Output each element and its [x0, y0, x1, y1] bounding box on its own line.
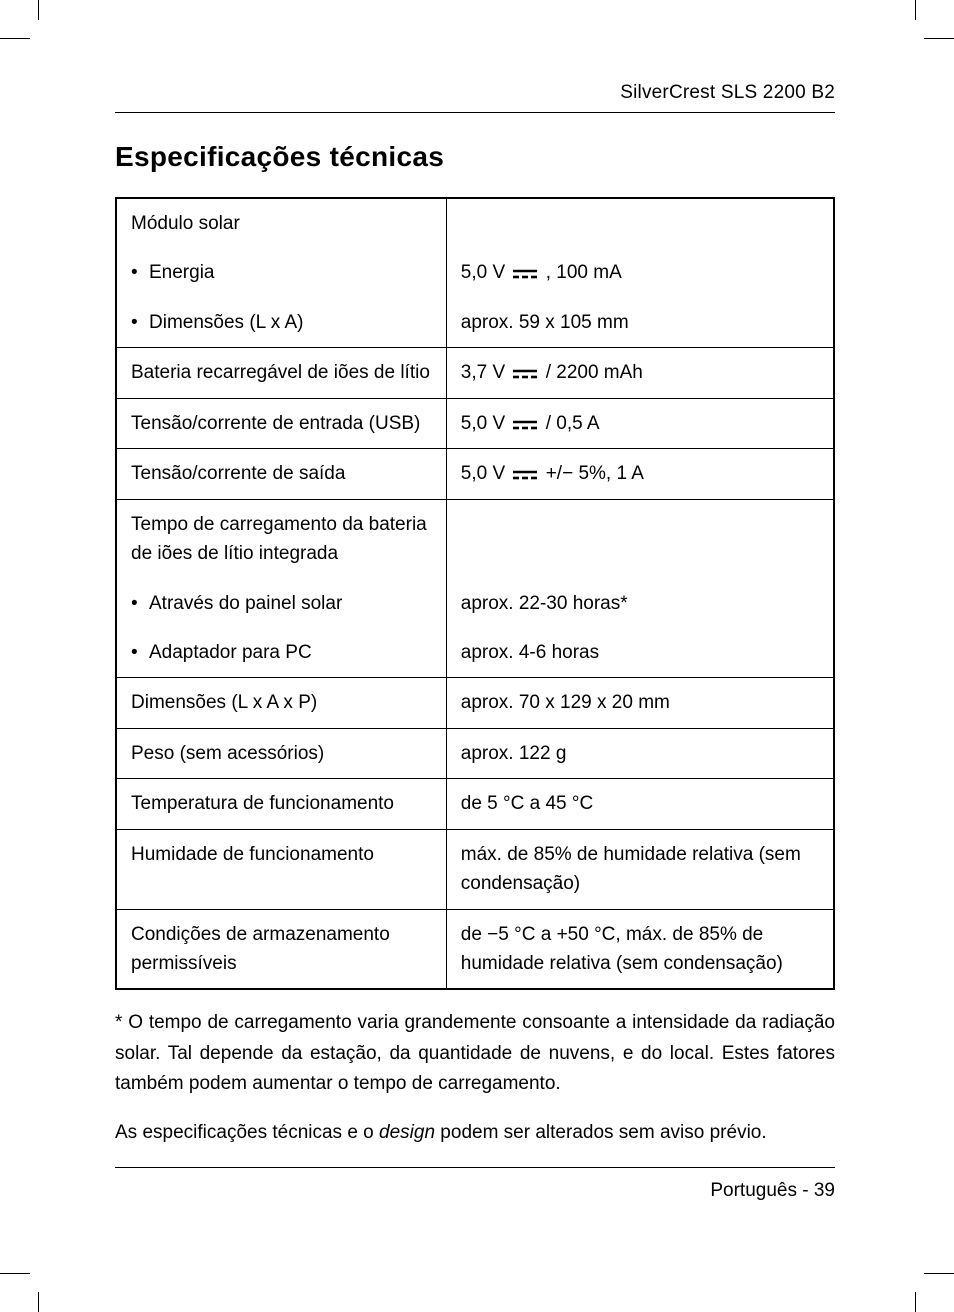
spec-label: Dimensões (L x A) — [131, 308, 432, 337]
spec-value-cell: máx. de 85% de humidade relativa (sem co… — [446, 829, 834, 909]
crop-mark — [915, 0, 916, 20]
footer-separator: - — [797, 1180, 814, 1201]
table-row: Dimensões (L x A x P)aprox. 70 x 129 x 2… — [116, 678, 834, 728]
spec-value-cell: 5,0 V / 0,5 A — [446, 398, 834, 448]
crop-mark — [0, 1273, 30, 1274]
spec-label-cell: Módulo solar — [116, 198, 446, 248]
spec-value-cell: aprox. 122 g — [446, 728, 834, 778]
table-row: Através do painel solar aprox. 22-30 hora… — [116, 579, 834, 628]
spec-label-cell: Bateria recarregável de iões de lítio — [116, 348, 446, 398]
dc-icon — [512, 268, 538, 280]
footer-page-number: 39 — [814, 1180, 835, 1201]
section-title: Especificações técnicas — [115, 141, 835, 173]
table-row: Adaptador para PC aprox. 4-6 horas — [116, 628, 834, 678]
crop-mark — [38, 1292, 39, 1312]
dc-icon — [512, 469, 538, 481]
crop-mark — [915, 1292, 916, 1312]
spec-value-cell: aprox. 70 x 129 x 20 mm — [446, 678, 834, 728]
table-row: Humidade de funcionamentomáx. de 85% de … — [116, 829, 834, 909]
spec-label-cell: Temperatura de funcionamento — [116, 779, 446, 829]
spec-value-cell — [446, 198, 834, 248]
table-row: Energia 5,0 V , 100 mA — [116, 248, 834, 297]
page-footer: Português - 39 — [115, 1167, 835, 1202]
body-text-italic: design — [379, 1122, 435, 1143]
spec-label-cell: Tensão/corrente de saída — [116, 449, 446, 499]
spec-table: Módulo solarEnergia5,0 V , 100 mADimensõ… — [115, 197, 835, 990]
dc-icon — [512, 419, 538, 431]
footer-language: Português — [710, 1180, 797, 1201]
spec-label: Adaptador para PC — [131, 638, 432, 667]
table-row: Peso (sem acessórios)aprox. 122 g — [116, 728, 834, 778]
spec-label: Energia — [131, 258, 432, 287]
spec-label-cell: Dimensões (L x A) — [116, 298, 446, 348]
body-text: As especificações técnicas e o — [115, 1122, 379, 1143]
spec-label-cell: Humidade de funcionamento — [116, 829, 446, 909]
spec-value-cell: 3,7 V / 2200 mAh — [446, 348, 834, 398]
spec-value-cell: 5,0 V +/− 5%, 1 A — [446, 449, 834, 499]
spec-value-cell — [446, 499, 834, 578]
table-row: Temperatura de funcionamentode 5 °C a 45… — [116, 779, 834, 829]
spec-label-cell: Através do painel solar — [116, 579, 446, 628]
footnote: * O tempo de carregamento varia grandeme… — [115, 1008, 835, 1099]
crop-mark — [38, 0, 39, 20]
table-row: Condições de armazenamento permissíveisd… — [116, 909, 834, 989]
body-text: podem ser alterados sem aviso prévio. — [435, 1122, 767, 1143]
body-paragraph: As especificações técnicas e o design po… — [115, 1118, 835, 1148]
table-row: Tensão/corrente de saída5,0 V +/− 5%, 1 … — [116, 449, 834, 499]
crop-mark — [924, 1273, 954, 1274]
table-row: Módulo solar — [116, 198, 834, 248]
spec-label-cell: Energia — [116, 248, 446, 297]
spec-label-cell: Adaptador para PC — [116, 628, 446, 678]
dc-icon — [512, 368, 538, 380]
spec-value-cell: de 5 °C a 45 °C — [446, 779, 834, 829]
spec-value-cell: 5,0 V , 100 mA — [446, 248, 834, 297]
table-row: Bateria recarregável de iões de lítio3,7… — [116, 348, 834, 398]
table-row: Tensão/corrente de entrada (USB)5,0 V / … — [116, 398, 834, 448]
spec-value-cell: de −5 °C a +50 °C, máx. de 85% de humida… — [446, 909, 834, 989]
running-header: SilverCrest SLS 2200 B2 — [115, 82, 835, 113]
crop-mark — [0, 38, 30, 39]
spec-label: Através do painel solar — [131, 589, 432, 618]
spec-label-cell: Tensão/corrente de entrada (USB) — [116, 398, 446, 448]
spec-value-cell: aprox. 4-6 horas — [446, 628, 834, 678]
spec-label-cell: Peso (sem acessórios) — [116, 728, 446, 778]
table-row: Dimensões (L x A) aprox. 59 x 105 mm — [116, 298, 834, 348]
spec-label-cell: Dimensões (L x A x P) — [116, 678, 446, 728]
spec-value-cell: aprox. 22-30 horas* — [446, 579, 834, 628]
crop-mark — [924, 38, 954, 39]
table-row: Tempo de carregamento da bateria de iões… — [116, 499, 834, 578]
spec-value-cell: aprox. 59 x 105 mm — [446, 298, 834, 348]
page-content: SilverCrest SLS 2200 B2 Especificações t… — [115, 82, 835, 1148]
spec-label-cell: Tempo de carregamento da bateria de iões… — [116, 499, 446, 578]
spec-label-cell: Condições de armazenamento permissíveis — [116, 909, 446, 989]
